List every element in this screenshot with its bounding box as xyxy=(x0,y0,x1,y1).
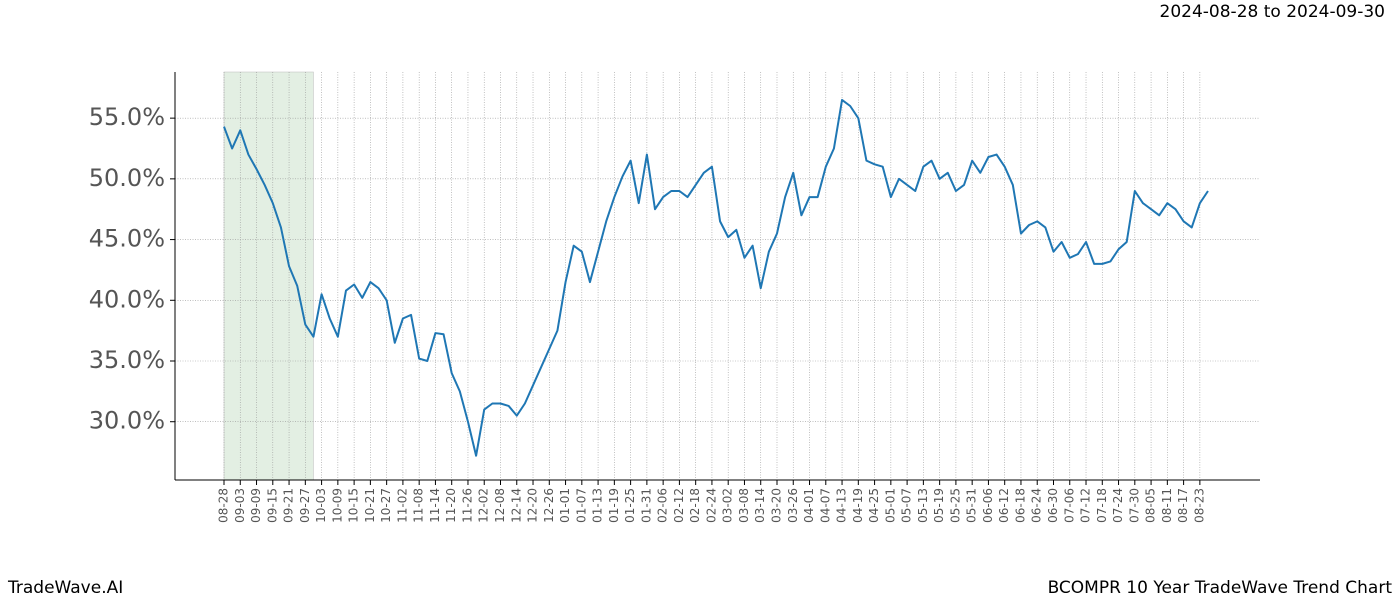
y-tick-label: 30.0% xyxy=(89,407,165,435)
x-tick-label: 10-03 xyxy=(314,488,328,523)
x-tick-label: 01-07 xyxy=(574,488,588,523)
brand: TradeWave.AI xyxy=(7,578,123,598)
x-tick-label: 12-20 xyxy=(526,488,540,523)
x-tick-label: 11-14 xyxy=(428,488,442,523)
x-tick-label: 05-25 xyxy=(948,488,962,523)
x-tick-label: 11-08 xyxy=(412,488,426,523)
x-tick-label: 12-02 xyxy=(477,488,491,523)
x-tick-label: 12-08 xyxy=(493,488,507,523)
x-tick-label: 10-21 xyxy=(363,488,377,523)
x-tick-label: 01-25 xyxy=(623,488,637,523)
x-tick-label: 12-26 xyxy=(542,488,556,523)
x-tick-label: 11-02 xyxy=(395,488,409,523)
x-tick-label: 01-19 xyxy=(607,488,621,523)
chart-title: 2024-08-28 to 2024-09-30 xyxy=(1160,2,1385,22)
x-tick-label: 12-14 xyxy=(509,488,523,523)
x-tick-label: 09-09 xyxy=(249,488,263,523)
y-tick-label: 50.0% xyxy=(89,164,165,192)
trend-line xyxy=(223,98,1209,457)
x-tick-label: 09-15 xyxy=(265,488,279,523)
x-tick-label: 06-30 xyxy=(1046,488,1060,523)
x-tick-label: 04-19 xyxy=(851,488,865,523)
x-tick-label: 02-06 xyxy=(656,488,670,523)
highlight-window xyxy=(223,71,314,481)
x-tick-label: 04-25 xyxy=(867,488,881,523)
x-tick-label: 10-27 xyxy=(379,488,393,523)
y-tick-label: 40.0% xyxy=(89,285,165,313)
x-tick-label: 05-19 xyxy=(932,488,946,523)
x-tick-label: 03-08 xyxy=(737,488,751,523)
x-tick-label: 09-27 xyxy=(298,488,312,523)
x-tick-label: 04-13 xyxy=(835,488,849,523)
x-tick-label: 01-31 xyxy=(639,488,653,523)
x-tick-label: 08-17 xyxy=(1176,488,1190,523)
x-tick-label: 08-05 xyxy=(1144,488,1158,523)
x-tick-label: 03-02 xyxy=(721,488,735,523)
x-tick-label: 05-13 xyxy=(916,488,930,523)
x-tick-label: 04-07 xyxy=(818,488,832,523)
x-tick-label: 04-01 xyxy=(802,488,816,523)
x-tick-label: 06-06 xyxy=(981,488,995,523)
x-tick-label: 11-26 xyxy=(460,488,474,523)
x-tick-label: 06-18 xyxy=(1013,488,1027,523)
x-tick-label: 03-14 xyxy=(753,488,767,523)
x-tick-label: 08-23 xyxy=(1192,488,1206,523)
x-tick-label: 09-03 xyxy=(233,488,247,523)
x-tick-label: 01-13 xyxy=(591,488,605,523)
x-tick-label: 07-06 xyxy=(1062,488,1076,523)
x-tick-label: 10-09 xyxy=(330,488,344,523)
y-tick-label: 55.0% xyxy=(89,103,165,131)
x-tick-label: 07-12 xyxy=(1079,488,1093,523)
y-tick-label: 35.0% xyxy=(89,346,165,374)
x-tick-label: 07-18 xyxy=(1095,488,1109,523)
y-tick-label: 45.0% xyxy=(89,225,165,253)
chart-caption: BCOMPR 10 Year TradeWave Trend Chart xyxy=(1048,578,1393,598)
x-tick-label: 03-20 xyxy=(769,488,783,523)
x-tick-label: 02-18 xyxy=(688,488,702,523)
x-tick-label: 05-07 xyxy=(900,488,914,523)
x-tick-label: 11-20 xyxy=(444,488,458,523)
x-tick-label: 01-01 xyxy=(558,488,572,523)
x-tick-label: 02-24 xyxy=(704,488,718,523)
x-tick-label: 08-11 xyxy=(1160,488,1174,523)
x-tick-label: 06-24 xyxy=(1030,488,1044,523)
x-tick-label: 06-12 xyxy=(997,488,1011,523)
x-tick-label: 08-28 xyxy=(217,488,231,523)
x-tick-label: 02-12 xyxy=(672,488,686,523)
x-tick-label: 10-15 xyxy=(347,488,361,523)
x-tick-label: 05-31 xyxy=(965,488,979,523)
x-tick-label: 07-30 xyxy=(1127,488,1141,523)
x-tick-label: 09-21 xyxy=(282,488,296,523)
x-tick-label: 07-24 xyxy=(1111,488,1125,523)
x-tick-label: 05-01 xyxy=(883,488,897,523)
x-tick-label: 03-26 xyxy=(786,488,800,523)
